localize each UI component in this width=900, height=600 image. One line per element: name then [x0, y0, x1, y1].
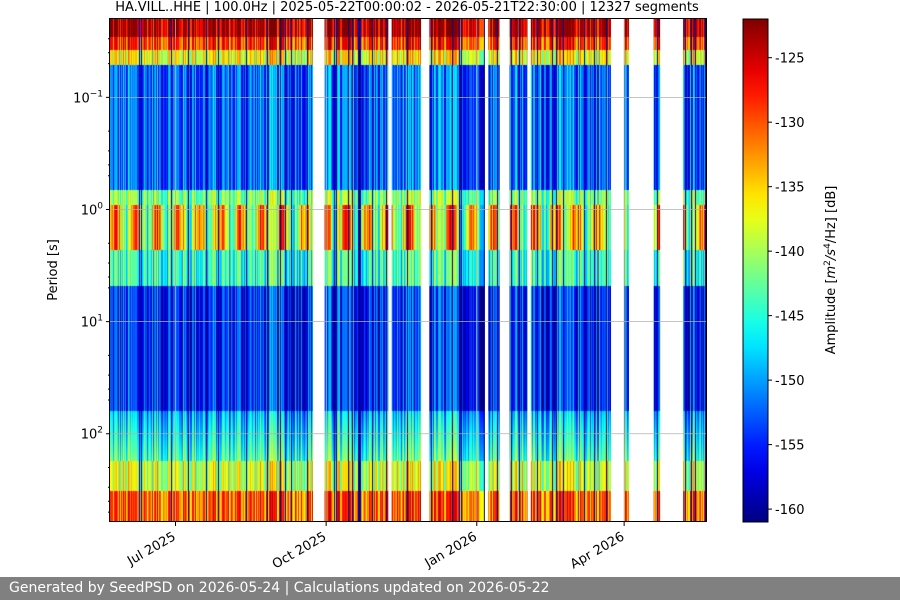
colorbar-tick-label: -140	[775, 245, 805, 260]
colorbar-tick-label: -150	[775, 374, 805, 389]
colorbar-tick-label: -135	[775, 181, 805, 196]
chart-title: HA.VILL..HHE | 100.0Hz | 2025-05-22T00:0…	[115, 0, 699, 15]
data-gap	[388, 19, 392, 521]
colorbar-tick-label: -145	[775, 310, 805, 325]
colorbar-tick-label: -160	[775, 503, 805, 518]
y-axis-label: Period [s]	[46, 239, 61, 301]
data-gap	[527, 19, 531, 521]
colorbar-label: Amplitude [m2/s4/Hz] [dB]	[823, 186, 839, 355]
heatmap-area	[109, 18, 707, 522]
footer-bar: Generated by SeedPSD on 2026-05-24 | Cal…	[0, 577, 900, 600]
colorbar-tick-label: -155	[775, 439, 805, 454]
data-gap	[611, 19, 625, 521]
data-gap	[499, 19, 510, 521]
x-tick-label: Jul 2025	[124, 529, 178, 569]
data-gap	[629, 19, 654, 521]
psd-chart: HA.VILL..HHE | 100.0Hz | 2025-05-22T00:0…	[46, 0, 839, 572]
colorbar-tick-label: -130	[775, 116, 805, 131]
colorbar: -125 -130 -135 -140 -145 -150 -155 -160 Amplitu…	[742, 18, 839, 523]
plot-frame	[109, 18, 707, 522]
data-gap	[484, 19, 489, 521]
colorbar-scale	[742, 18, 769, 523]
y-tick-label: 100	[81, 201, 104, 218]
y-tick-label: 10−1	[73, 89, 103, 106]
y-axis: 10−1 100 101 102	[73, 38, 110, 513]
x-tick-label: Oct 2025	[270, 529, 329, 572]
x-tick-label: Apr 2026	[568, 529, 627, 572]
y-tick-label: 101	[81, 314, 103, 331]
footer-text: Generated by SeedPSD on 2026-05-24 | Cal…	[9, 580, 550, 596]
y-tick-label: 102	[81, 426, 103, 443]
heatmap-image	[110, 19, 706, 521]
data-gap	[660, 19, 684, 521]
data-gap	[421, 19, 430, 521]
data-gap	[313, 19, 325, 521]
colorbar-tick-label: -125	[775, 52, 805, 67]
x-axis: Jul 2025 Oct 2025 Jan 2026 Apr 2026	[124, 522, 627, 572]
x-tick-label: Jan 2026	[422, 529, 480, 571]
